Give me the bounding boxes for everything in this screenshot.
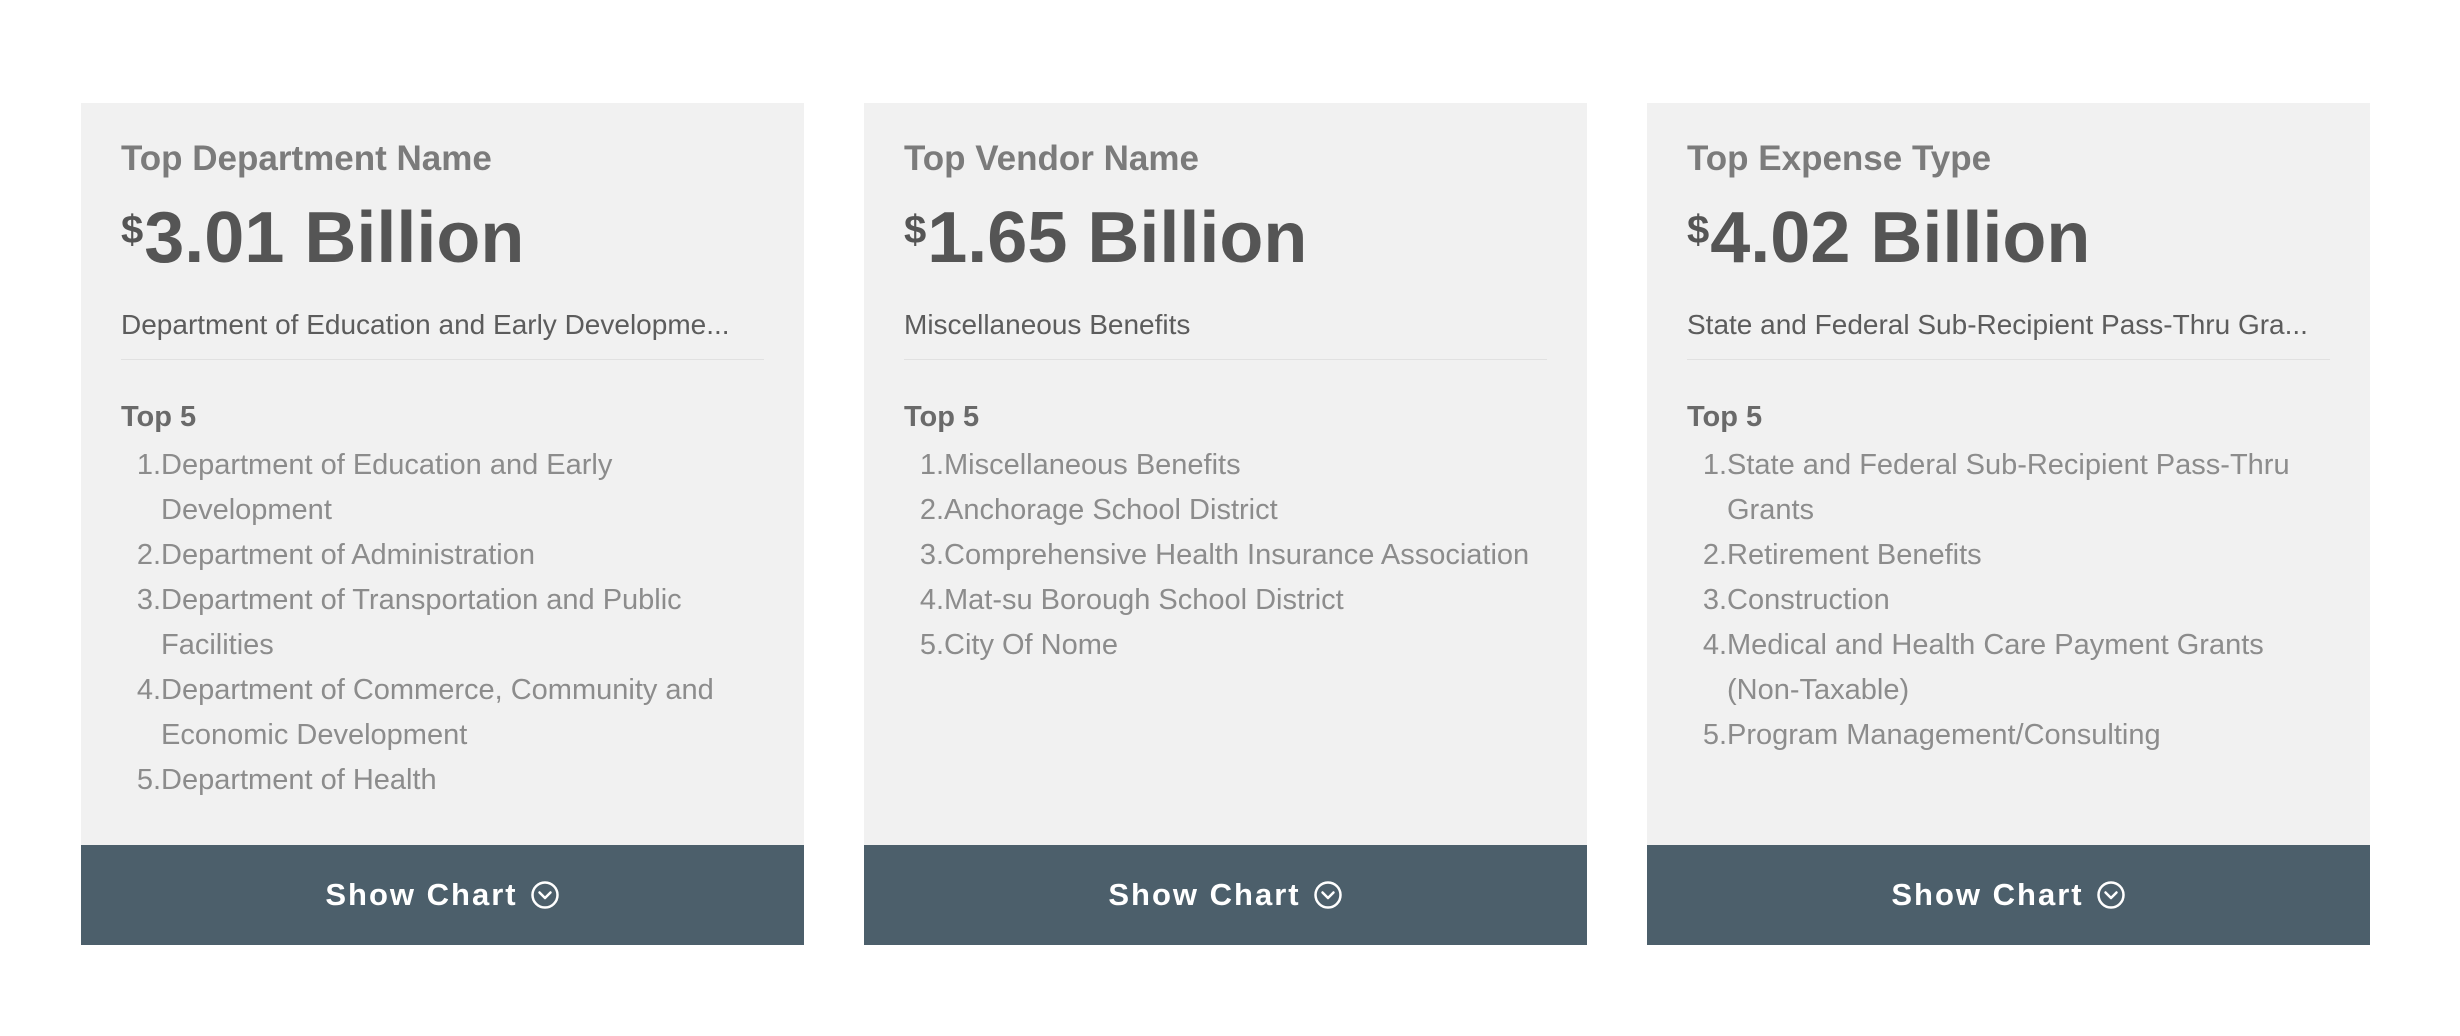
show-chart-label: Show Chart <box>325 877 518 912</box>
top5-heading: Top 5 <box>904 401 980 433</box>
list-item-number: 1. <box>919 449 944 481</box>
chevron-down-circle-icon <box>1313 881 1342 909</box>
list-item-text: Comprehensive Health Insurance Associati… <box>944 539 1530 571</box>
list-item: 1. State and Federal Sub-Recipient Pass-T… <box>1687 443 2330 533</box>
currency-symbol: $ <box>121 208 144 252</box>
list-item-text: Department of Administration <box>161 539 535 571</box>
top-item-name: Department of Education and Early Develo… <box>121 309 730 340</box>
show-chart-label: Show Chart <box>1891 877 2084 912</box>
list-item: 2. Anchorage School District <box>904 488 1547 533</box>
card-amount: $ 1.65 Billion <box>904 198 1307 278</box>
list-item: 2. Retirement Benefits <box>1687 533 2330 578</box>
list-item: 5. Program Management/Consulting <box>1687 713 2330 758</box>
show-chart-label: Show Chart <box>1108 877 1301 912</box>
divider <box>904 359 1547 360</box>
top5-list: 1. Miscellaneous Benefits 2. Anchorage Sch… <box>904 443 1547 668</box>
currency-symbol: $ <box>904 208 927 252</box>
list-item-number: 5. <box>136 764 161 796</box>
card-amount: $ 4.02 Billion <box>1687 198 2090 278</box>
list-item-number: 2. <box>919 494 944 526</box>
divider <box>121 359 764 360</box>
top-item-name: Miscellaneous Benefits <box>904 309 1191 340</box>
list-item-text: Anchorage School District <box>944 494 1278 526</box>
summary-cards: Top Department Name $ 3.01 Billion Depar… <box>81 103 2370 945</box>
list-item: 4. Medical and Health Care Payment Grants… <box>1687 623 2330 713</box>
card-label: Top Expense Type <box>1687 139 1992 178</box>
list-item-number: 1. <box>1702 449 1727 481</box>
top-item-name: State and Federal Sub-Recipient Pass-Thr… <box>1687 309 2308 340</box>
show-chart-button[interactable]: Show Chart <box>864 845 1587 945</box>
list-item-text: Miscellaneous Benefits <box>944 449 1241 481</box>
list-item-number: 5. <box>1702 719 1727 751</box>
divider <box>1687 359 2330 360</box>
amount-value: 3.01 Billion <box>144 198 525 278</box>
top5-list: 1. Department of Education and Early Deve… <box>121 443 764 803</box>
list-item-number: 3. <box>919 539 944 571</box>
list-item-text: Construction <box>1727 584 1890 616</box>
list-item-text: Department of Transportation and Public … <box>161 584 682 661</box>
card-top-department: Top Department Name $ 3.01 Billion Depar… <box>81 103 804 945</box>
card-label: Top Department Name <box>121 139 492 178</box>
amount-value: 4.02 Billion <box>1710 198 2091 278</box>
list-item-text: Department of Health <box>161 764 437 796</box>
list-item: 2. Department of Administration <box>121 533 764 578</box>
show-chart-button[interactable]: Show Chart <box>1647 845 2370 945</box>
list-item-number: 1. <box>136 449 161 481</box>
list-item-number: 4. <box>919 584 944 616</box>
list-item-text: Program Management/Consulting <box>1727 719 2161 751</box>
list-item-number: 5. <box>919 629 944 661</box>
card-label: Top Vendor Name <box>904 139 1199 178</box>
list-item: 5. City Of Nome <box>904 623 1547 668</box>
list-item: 3. Department of Transportation and Publi… <box>121 578 764 668</box>
show-chart-button[interactable]: Show Chart <box>81 845 804 945</box>
list-item-number: 2. <box>1702 539 1727 571</box>
list-item: 1. Miscellaneous Benefits <box>904 443 1547 488</box>
top5-heading: Top 5 <box>1687 401 1763 433</box>
card-top-vendor: Top Vendor Name $ 1.65 Billion Miscellan… <box>864 103 1587 945</box>
chevron-down-circle-icon <box>2096 881 2125 909</box>
list-item-text: Medical and Health Care Payment Grants (… <box>1727 629 2264 706</box>
list-item: 4. Department of Commerce, Community and … <box>121 668 764 758</box>
top5-heading: Top 5 <box>121 401 197 433</box>
currency-symbol: $ <box>1687 208 1710 252</box>
list-item-text: Retirement Benefits <box>1727 539 1982 571</box>
list-item: 5. Department of Health <box>121 758 764 803</box>
list-item-text: Department of Education and Early Develo… <box>161 449 613 526</box>
chevron-down-circle-icon <box>530 881 559 909</box>
list-item-text: Mat-su Borough School District <box>944 584 1344 616</box>
list-item: 4. Mat-su Borough School District <box>904 578 1547 623</box>
list-item-text: State and Federal Sub-Recipient Pass-Thr… <box>1727 449 2290 526</box>
list-item-number: 4. <box>1702 629 1727 661</box>
list-item-number: 3. <box>1702 584 1727 616</box>
card-top-expense-type: Top Expense Type $ 4.02 Billion State an… <box>1647 103 2370 945</box>
list-item: 1. Department of Education and Early Deve… <box>121 443 764 533</box>
card-amount: $ 3.01 Billion <box>121 198 524 278</box>
list-item-text: City Of Nome <box>944 629 1119 661</box>
top5-list: 1. State and Federal Sub-Recipient Pass-T… <box>1687 443 2330 758</box>
amount-value: 1.65 Billion <box>927 198 1308 278</box>
list-item-number: 4. <box>136 674 161 706</box>
list-item-number: 3. <box>136 584 161 616</box>
list-item-number: 2. <box>136 539 161 571</box>
list-item-text: Department of Commerce, Community and Ec… <box>161 674 714 751</box>
list-item: 3. Construction <box>1687 578 2330 623</box>
list-item: 3. Comprehensive Health Insurance Associa… <box>904 533 1547 578</box>
